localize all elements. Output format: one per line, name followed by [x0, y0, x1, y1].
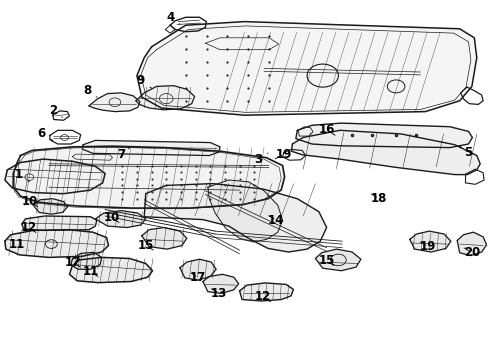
Text: 4: 4 — [166, 11, 180, 24]
Text: 20: 20 — [463, 246, 479, 259]
Text: 17: 17 — [64, 256, 81, 269]
Polygon shape — [203, 274, 238, 293]
Text: 3: 3 — [254, 153, 267, 166]
Text: 16: 16 — [318, 123, 334, 136]
Text: 5: 5 — [459, 146, 471, 159]
Text: 18: 18 — [370, 192, 386, 205]
Text: 13: 13 — [210, 287, 227, 300]
Polygon shape — [14, 146, 284, 208]
Text: 1: 1 — [15, 168, 29, 182]
Text: 14: 14 — [267, 214, 284, 227]
Text: 19: 19 — [275, 148, 291, 161]
Polygon shape — [5, 159, 105, 194]
Text: 12: 12 — [254, 291, 271, 303]
Polygon shape — [71, 252, 102, 269]
Text: 15: 15 — [318, 255, 334, 267]
Polygon shape — [291, 130, 479, 175]
Polygon shape — [89, 93, 140, 112]
Text: 10: 10 — [21, 195, 38, 208]
Text: 15: 15 — [137, 239, 154, 252]
Text: 11: 11 — [9, 238, 28, 251]
Text: 10: 10 — [103, 211, 120, 224]
Text: 2: 2 — [49, 104, 62, 117]
Polygon shape — [136, 86, 194, 110]
Text: 9: 9 — [137, 75, 151, 88]
Polygon shape — [239, 283, 293, 301]
Text: 7: 7 — [117, 148, 129, 161]
Polygon shape — [295, 123, 471, 148]
Polygon shape — [207, 180, 282, 242]
Text: 17: 17 — [189, 271, 206, 284]
Polygon shape — [144, 184, 326, 252]
Polygon shape — [315, 249, 360, 271]
Polygon shape — [69, 257, 152, 283]
Text: 19: 19 — [419, 240, 435, 253]
Polygon shape — [409, 231, 450, 252]
Polygon shape — [137, 22, 476, 115]
Polygon shape — [82, 140, 220, 156]
Polygon shape — [95, 211, 145, 228]
Text: 12: 12 — [20, 221, 37, 234]
Polygon shape — [22, 216, 97, 230]
Polygon shape — [5, 230, 108, 257]
Polygon shape — [33, 199, 67, 214]
Text: 8: 8 — [83, 84, 97, 97]
Text: 11: 11 — [82, 265, 99, 278]
Polygon shape — [456, 232, 486, 256]
Polygon shape — [142, 228, 186, 249]
Polygon shape — [180, 259, 216, 280]
Text: 6: 6 — [38, 127, 53, 140]
